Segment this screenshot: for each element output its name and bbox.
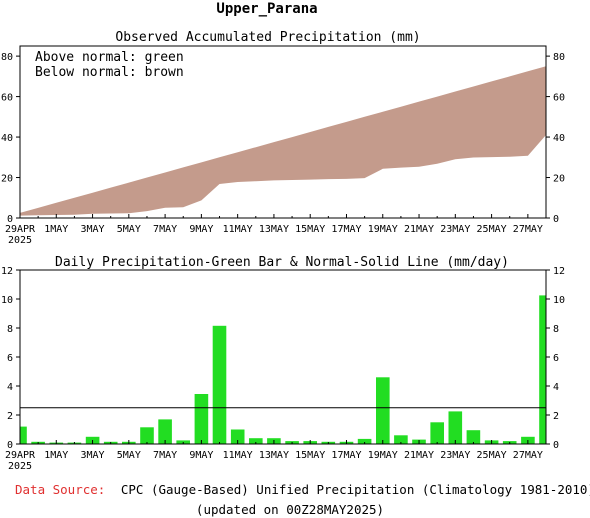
x-tick-label: 25MAY <box>477 450 507 461</box>
x-tick-label: 9MAY <box>189 450 213 461</box>
y-tick-label-right: 12 <box>553 266 565 277</box>
y-tick-label-left: 2 <box>7 411 13 422</box>
x-tick-label: 9MAY <box>189 224 213 235</box>
y-tick-label-left: 10 <box>1 295 13 306</box>
daily-bar-layer <box>20 295 546 445</box>
daily-bar <box>249 438 263 444</box>
y-tick-label-right: 40 <box>553 133 565 144</box>
y-tick-label-left: 80 <box>1 52 13 63</box>
below-normal-area <box>20 66 546 218</box>
daily-year-label: 2025 <box>8 461 32 472</box>
footer-source-text: CPC (Gauge-Based) Unified Precipitation … <box>121 482 590 497</box>
y-tick-label-left: 0 <box>7 214 13 225</box>
x-tick-label: 19MAY <box>368 450 398 461</box>
figure-title: Upper_Parana <box>216 1 317 17</box>
y-tick-label-left: 0 <box>7 440 13 451</box>
x-tick-label: 13MAY <box>259 450 289 461</box>
y-tick-label-right: 60 <box>553 93 565 104</box>
accumulated-x-axis: 29APR 1MAY 3MAY 5MAY 7MAY 9MAY 11MAY 13MAY 15MAY… <box>5 214 547 235</box>
daily-bar <box>376 377 390 444</box>
daily-bar <box>158 419 172 444</box>
accumulated-year-label: 2025 <box>8 235 32 246</box>
x-tick-label: 15MAY <box>295 450 325 461</box>
y-tick-label-left: 4 <box>7 382 13 393</box>
accumulated-panel: Observed Accumulated Precipitation (mm) … <box>1 30 565 246</box>
x-tick-label: 15MAY <box>295 224 325 235</box>
accumulated-legend-below: Below normal: brown <box>35 65 184 80</box>
daily-plot-frame <box>19 269 547 445</box>
y-tick-label-left: 60 <box>1 93 13 104</box>
x-tick-label: 1MAY <box>44 450 68 461</box>
accumulated-y-axis: 0 0 20 20 40 40 60 60 80 80 <box>1 52 565 225</box>
y-tick-label-left: 20 <box>1 174 13 185</box>
x-tick-label: 5MAY <box>117 224 141 235</box>
y-tick-label-right: 0 <box>553 440 559 451</box>
daily-bar <box>357 438 372 444</box>
x-tick-label: 3MAY <box>81 450 105 461</box>
x-tick-label: 21MAY <box>404 224 434 235</box>
x-tick-label: 23MAY <box>440 224 470 235</box>
footer-source: Data Source: CPC (Gauge-Based) Unified P… <box>15 482 590 497</box>
y-tick-label-right: 6 <box>553 353 559 364</box>
daily-bar <box>539 295 546 444</box>
daily-x-axis: 29APR 1MAY 3MAY 5MAY 7MAY 9MAY 11MAY 13MAY 15MAY… <box>5 440 547 461</box>
x-tick-label: 27MAY <box>513 224 543 235</box>
x-tick-label: 3MAY <box>81 224 105 235</box>
daily-bar <box>448 411 463 444</box>
x-tick-label: 17MAY <box>331 450 361 461</box>
daily-bar <box>230 429 245 444</box>
x-tick-label: 11MAY <box>223 224 253 235</box>
y-tick-label-right: 20 <box>553 174 565 185</box>
y-tick-label-left: 8 <box>7 324 13 335</box>
daily-bar <box>20 426 27 444</box>
accumulated-area-layer <box>20 66 546 218</box>
x-tick-label: 7MAY <box>153 450 177 461</box>
x-tick-label: 1MAY <box>44 224 68 235</box>
x-tick-label: 23MAY <box>440 450 470 461</box>
x-tick-label: 13MAY <box>259 224 289 235</box>
daily-bar <box>212 325 227 444</box>
accumulated-plot-frame <box>19 45 547 219</box>
daily-y-axis: 0 0 2 2 4 4 6 6 8 8 10 10 12 12 <box>1 266 565 451</box>
y-tick-label-left: 40 <box>1 133 13 144</box>
footer-source-label: Data Source: <box>15 482 105 497</box>
x-tick-label: 19MAY <box>368 224 398 235</box>
daily-bar <box>194 394 209 444</box>
daily-title: Daily Precipitation-Green Bar & Normal-S… <box>55 255 509 270</box>
y-tick-label-right: 80 <box>553 52 565 63</box>
daily-bar <box>466 430 481 444</box>
daily-bar <box>394 435 408 444</box>
x-tick-label: 5MAY <box>117 450 141 461</box>
daily-bar <box>140 427 154 444</box>
x-tick-label: 29APR <box>5 450 36 461</box>
y-tick-label-left: 6 <box>7 353 13 364</box>
accumulated-title: Observed Accumulated Precipitation (mm) <box>115 30 420 45</box>
y-tick-label-right: 2 <box>553 411 559 422</box>
footer-updated: (updated on 00Z28MAY2025) <box>196 502 384 517</box>
daily-panel: Daily Precipitation-Green Bar & Normal-S… <box>1 255 565 472</box>
x-tick-label: 7MAY <box>153 224 177 235</box>
y-tick-label-left: 12 <box>1 266 13 277</box>
x-tick-label: 11MAY <box>223 450 253 461</box>
x-tick-label: 25MAY <box>477 224 507 235</box>
daily-bar <box>430 422 444 445</box>
x-tick-label: 21MAY <box>404 450 434 461</box>
y-tick-label-right: 8 <box>553 324 559 335</box>
x-tick-label: 17MAY <box>331 224 361 235</box>
accumulated-legend-above: Above normal: green <box>35 50 184 65</box>
y-tick-label-right: 10 <box>553 295 565 306</box>
x-tick-label: 29APR <box>5 224 36 235</box>
x-tick-label: 27MAY <box>513 450 543 461</box>
y-tick-label-right: 4 <box>553 382 559 393</box>
y-tick-label-right: 0 <box>553 214 559 225</box>
